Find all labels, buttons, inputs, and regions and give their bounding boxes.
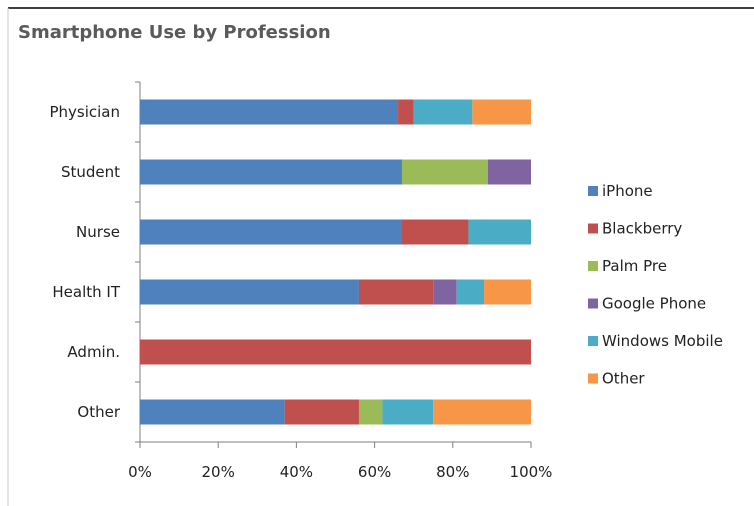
bar-segment: [484, 279, 531, 305]
bar-segment: [472, 99, 531, 125]
legend-swatch: [588, 223, 598, 234]
bar-segment: [413, 99, 473, 125]
legend-swatch: [588, 261, 598, 271]
bar-segment: [401, 219, 469, 245]
bar-segment: [358, 399, 383, 425]
bar-segment: [433, 399, 531, 425]
legend-swatch: [588, 336, 598, 346]
legend-label: iPhone: [602, 182, 653, 200]
bar-segment: [140, 279, 359, 305]
legend-label: Windows Mobile: [602, 332, 723, 350]
x-tick-label: 40%: [280, 463, 313, 481]
bar-segment: [140, 159, 402, 185]
x-tick-label: 80%: [436, 463, 469, 481]
category-label: Student: [61, 163, 120, 181]
legend-swatch: [588, 186, 598, 196]
x-tick-label: 20%: [202, 463, 235, 481]
legend-swatch: [588, 298, 598, 309]
bar-segment: [140, 399, 285, 425]
bar-segment: [398, 99, 414, 125]
bar-segment: [382, 399, 434, 425]
legend-swatch: [588, 373, 598, 384]
category-label: Physician: [49, 103, 120, 121]
bar-segment: [358, 279, 434, 305]
legend: iPhone Blackberry Palm Pre Google Phone Wind…: [588, 182, 723, 388]
category-label: Other: [77, 403, 120, 421]
bar-segment: [140, 219, 402, 245]
bar-segment: [401, 159, 488, 185]
category-label: Admin.: [67, 343, 120, 361]
legend-label: Google Phone: [602, 295, 706, 313]
bar-segment: [284, 399, 359, 425]
bar-segment: [433, 279, 457, 305]
legend-label: Palm Pre: [602, 257, 667, 275]
bar-segment: [140, 99, 399, 125]
x-tick-label: 0%: [128, 463, 152, 481]
chart-title: Smartphone Use by Profession: [18, 22, 331, 43]
bar-segment: [468, 219, 531, 245]
bar-segment: [456, 279, 485, 305]
bar-segment: [140, 339, 531, 365]
category-label: Nurse: [76, 223, 120, 241]
category-label: Health IT: [52, 283, 120, 301]
plot-area: 0% 20% 40% 60% 80% 100% Physician Student Nurse H…: [49, 81, 553, 481]
legend-label: Other: [602, 370, 645, 388]
bar-segment: [487, 159, 531, 185]
legend-label: Blackberry: [602, 220, 682, 238]
x-tick-label: 60%: [358, 463, 391, 481]
x-tick-label: 100%: [510, 463, 553, 481]
